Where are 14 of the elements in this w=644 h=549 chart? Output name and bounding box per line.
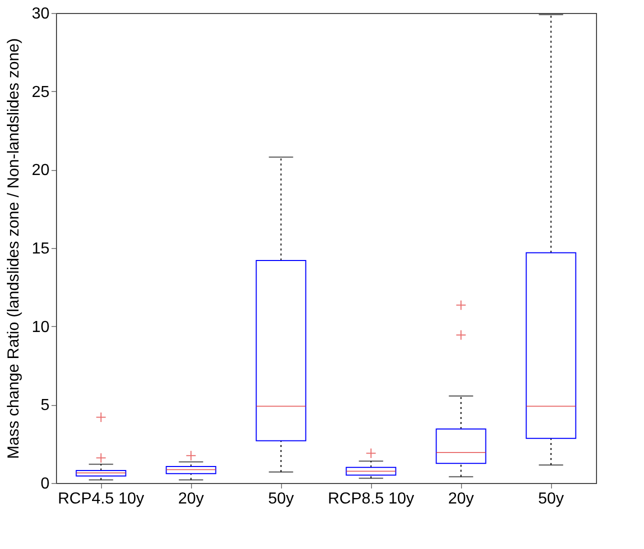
y-tick-label: 30 [32,6,50,22]
x-tick-label: 50y [538,490,564,508]
y-tick-label: 25 [32,84,50,101]
y-tick-label: 5 [40,397,50,414]
y-tick-label: 0 [40,476,50,492]
x-tick-label: 20y [448,490,474,508]
x-tick-label: 50y [268,490,294,508]
y-tick-label: 15 [32,240,50,258]
x-tick-label: 20y [178,490,204,508]
y-tick-label: 10 [32,318,50,336]
y-tick-label: 20 [32,162,50,180]
x-tick-label: RCP8.5 10y [328,490,414,508]
y-axis-title: Mass change Ratio (landslides zone / Non-landslides zone) [6,38,23,459]
x-tick-label: RCP4.5 10y [58,490,144,508]
